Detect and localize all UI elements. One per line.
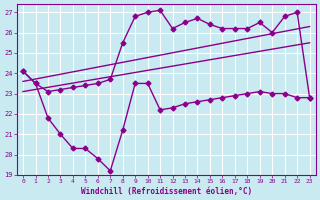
X-axis label: Windchill (Refroidissement éolien,°C): Windchill (Refroidissement éolien,°C) xyxy=(81,187,252,196)
